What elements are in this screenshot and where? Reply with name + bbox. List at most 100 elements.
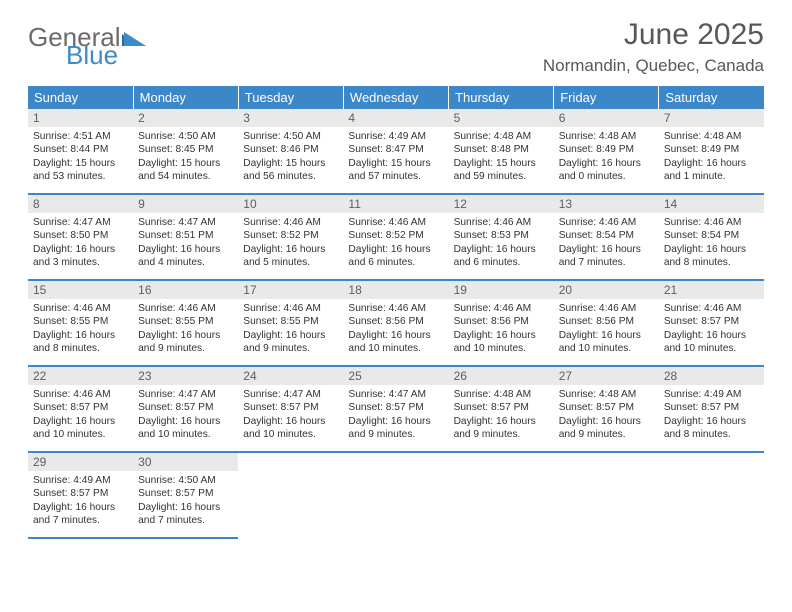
sunset-line: Sunset: 8:57 PM	[348, 401, 443, 414]
calendar-cell: 30Sunrise: 4:50 AMSunset: 8:57 PMDayligh…	[133, 452, 238, 538]
day-details: Sunrise: 4:46 AMSunset: 8:57 PMDaylight:…	[659, 299, 764, 359]
daylight-line: Daylight: 16 hours and 10 minutes.	[138, 415, 233, 442]
day-number: 3	[238, 109, 343, 127]
sunrise-line: Sunrise: 4:46 AM	[243, 302, 338, 315]
day-number: 27	[554, 367, 659, 385]
sunset-line: Sunset: 8:48 PM	[454, 143, 549, 156]
daylight-line: Daylight: 16 hours and 10 minutes.	[348, 329, 443, 356]
flag-icon	[122, 28, 148, 48]
day-details: Sunrise: 4:48 AMSunset: 8:48 PMDaylight:…	[449, 127, 554, 187]
month-title: June 2025	[543, 18, 764, 52]
sunrise-line: Sunrise: 4:46 AM	[138, 302, 233, 315]
sunrise-line: Sunrise: 4:49 AM	[348, 130, 443, 143]
day-details: Sunrise: 4:46 AMSunset: 8:54 PMDaylight:…	[554, 213, 659, 273]
calendar-cell: 9Sunrise: 4:47 AMSunset: 8:51 PMDaylight…	[133, 194, 238, 280]
weekday-header: Wednesday	[343, 86, 448, 109]
calendar-cell: 12Sunrise: 4:46 AMSunset: 8:53 PMDayligh…	[449, 194, 554, 280]
daylight-line: Daylight: 16 hours and 9 minutes.	[348, 415, 443, 442]
sunrise-line: Sunrise: 4:46 AM	[454, 302, 549, 315]
day-details: Sunrise: 4:47 AMSunset: 8:51 PMDaylight:…	[133, 213, 238, 273]
day-number: 17	[238, 281, 343, 299]
sunrise-line: Sunrise: 4:50 AM	[138, 130, 233, 143]
day-details: Sunrise: 4:48 AMSunset: 8:57 PMDaylight:…	[554, 385, 659, 445]
daylight-line: Daylight: 16 hours and 3 minutes.	[33, 243, 128, 270]
day-number: 18	[343, 281, 448, 299]
weekday-header: Thursday	[449, 86, 554, 109]
day-details: Sunrise: 4:46 AMSunset: 8:55 PMDaylight:…	[238, 299, 343, 359]
sunset-line: Sunset: 8:52 PM	[243, 229, 338, 242]
sunset-line: Sunset: 8:57 PM	[33, 401, 128, 414]
daylight-line: Daylight: 16 hours and 9 minutes.	[138, 329, 233, 356]
sunrise-line: Sunrise: 4:46 AM	[559, 302, 654, 315]
weekday-header: Friday	[554, 86, 659, 109]
calendar-cell: 26Sunrise: 4:48 AMSunset: 8:57 PMDayligh…	[449, 366, 554, 452]
daylight-line: Daylight: 15 hours and 57 minutes.	[348, 157, 443, 184]
day-number: 4	[343, 109, 448, 127]
day-number: 29	[28, 453, 133, 471]
day-details: Sunrise: 4:50 AMSunset: 8:46 PMDaylight:…	[238, 127, 343, 187]
calendar-cell: 7Sunrise: 4:48 AMSunset: 8:49 PMDaylight…	[659, 109, 764, 194]
brand-logo: General Blue	[28, 18, 178, 70]
day-details: Sunrise: 4:46 AMSunset: 8:56 PMDaylight:…	[343, 299, 448, 359]
day-number: 24	[238, 367, 343, 385]
calendar-cell: 28Sunrise: 4:49 AMSunset: 8:57 PMDayligh…	[659, 366, 764, 452]
calendar-cell: 10Sunrise: 4:46 AMSunset: 8:52 PMDayligh…	[238, 194, 343, 280]
brand-blue: Blue	[66, 40, 118, 71]
day-details: Sunrise: 4:47 AMSunset: 8:57 PMDaylight:…	[343, 385, 448, 445]
day-details: Sunrise: 4:48 AMSunset: 8:57 PMDaylight:…	[449, 385, 554, 445]
calendar-cell: 15Sunrise: 4:46 AMSunset: 8:55 PMDayligh…	[28, 280, 133, 366]
calendar-body: 1Sunrise: 4:51 AMSunset: 8:44 PMDaylight…	[28, 109, 764, 538]
day-number: 19	[449, 281, 554, 299]
day-details: Sunrise: 4:46 AMSunset: 8:52 PMDaylight:…	[343, 213, 448, 273]
calendar-cell: 4Sunrise: 4:49 AMSunset: 8:47 PMDaylight…	[343, 109, 448, 194]
day-details: Sunrise: 4:47 AMSunset: 8:57 PMDaylight:…	[133, 385, 238, 445]
day-number: 7	[659, 109, 764, 127]
day-details: Sunrise: 4:47 AMSunset: 8:50 PMDaylight:…	[28, 213, 133, 273]
location-text: Normandin, Quebec, Canada	[543, 56, 764, 76]
sunset-line: Sunset: 8:57 PM	[664, 315, 759, 328]
sunrise-line: Sunrise: 4:50 AM	[138, 474, 233, 487]
day-details: Sunrise: 4:46 AMSunset: 8:56 PMDaylight:…	[449, 299, 554, 359]
day-number: 20	[554, 281, 659, 299]
calendar-cell: 25Sunrise: 4:47 AMSunset: 8:57 PMDayligh…	[343, 366, 448, 452]
day-number: 9	[133, 195, 238, 213]
day-details: Sunrise: 4:49 AMSunset: 8:47 PMDaylight:…	[343, 127, 448, 187]
sunrise-line: Sunrise: 4:46 AM	[454, 216, 549, 229]
day-details: Sunrise: 4:46 AMSunset: 8:55 PMDaylight:…	[28, 299, 133, 359]
calendar-cell: 16Sunrise: 4:46 AMSunset: 8:55 PMDayligh…	[133, 280, 238, 366]
day-details: Sunrise: 4:48 AMSunset: 8:49 PMDaylight:…	[659, 127, 764, 187]
sunrise-line: Sunrise: 4:48 AM	[559, 388, 654, 401]
sunset-line: Sunset: 8:57 PM	[243, 401, 338, 414]
sunset-line: Sunset: 8:55 PM	[138, 315, 233, 328]
day-details: Sunrise: 4:51 AMSunset: 8:44 PMDaylight:…	[28, 127, 133, 187]
daylight-line: Daylight: 15 hours and 56 minutes.	[243, 157, 338, 184]
daylight-line: Daylight: 16 hours and 4 minutes.	[138, 243, 233, 270]
calendar-cell: 21Sunrise: 4:46 AMSunset: 8:57 PMDayligh…	[659, 280, 764, 366]
calendar-table: SundayMondayTuesdayWednesdayThursdayFrid…	[28, 86, 764, 539]
day-number: 22	[28, 367, 133, 385]
daylight-line: Daylight: 16 hours and 10 minutes.	[33, 415, 128, 442]
sunrise-line: Sunrise: 4:46 AM	[348, 302, 443, 315]
sunrise-line: Sunrise: 4:46 AM	[33, 302, 128, 315]
daylight-line: Daylight: 16 hours and 7 minutes.	[138, 501, 233, 528]
sunrise-line: Sunrise: 4:47 AM	[348, 388, 443, 401]
sunset-line: Sunset: 8:56 PM	[454, 315, 549, 328]
daylight-line: Daylight: 16 hours and 10 minutes.	[559, 329, 654, 356]
day-number: 10	[238, 195, 343, 213]
sunrise-line: Sunrise: 4:47 AM	[138, 216, 233, 229]
sunset-line: Sunset: 8:57 PM	[138, 401, 233, 414]
daylight-line: Daylight: 16 hours and 6 minutes.	[454, 243, 549, 270]
day-details: Sunrise: 4:47 AMSunset: 8:57 PMDaylight:…	[238, 385, 343, 445]
day-number: 8	[28, 195, 133, 213]
calendar-cell: 24Sunrise: 4:47 AMSunset: 8:57 PMDayligh…	[238, 366, 343, 452]
day-number: 12	[449, 195, 554, 213]
day-details: Sunrise: 4:46 AMSunset: 8:53 PMDaylight:…	[449, 213, 554, 273]
day-number: 13	[554, 195, 659, 213]
sunset-line: Sunset: 8:56 PM	[559, 315, 654, 328]
calendar-cell: 1Sunrise: 4:51 AMSunset: 8:44 PMDaylight…	[28, 109, 133, 194]
day-number: 15	[28, 281, 133, 299]
calendar-header: SundayMondayTuesdayWednesdayThursdayFrid…	[28, 86, 764, 109]
day-number: 11	[343, 195, 448, 213]
daylight-line: Daylight: 16 hours and 8 minutes.	[664, 415, 759, 442]
calendar-cell: 23Sunrise: 4:47 AMSunset: 8:57 PMDayligh…	[133, 366, 238, 452]
